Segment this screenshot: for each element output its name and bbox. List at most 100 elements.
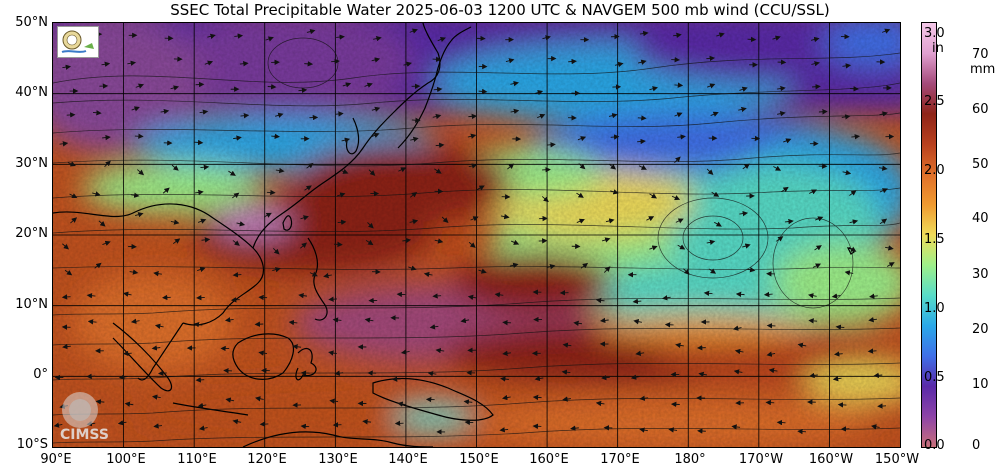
wind-arrow: [69, 193, 78, 199]
colorbar-unit-in: in: [932, 41, 944, 56]
wind-arrow: [365, 239, 374, 246]
wind-arrow: [102, 134, 111, 141]
wind-arrow: [263, 212, 272, 218]
wind-arrow: [501, 394, 511, 401]
wind-arrow: [306, 162, 314, 169]
wind-arrow: [708, 268, 717, 274]
wind-arrow: [671, 195, 681, 201]
wind-arrow: [842, 169, 852, 176]
wind-arrow: [435, 347, 445, 354]
wind-arrow: [94, 262, 102, 269]
wind-arrow: [808, 189, 817, 195]
wind-arrow: [434, 168, 442, 174]
wind-arrow: [432, 113, 442, 120]
wind-arrow: [675, 218, 684, 224]
wind-arrow: [408, 265, 417, 271]
wind-arrow: [637, 59, 647, 65]
wind-arrow: [638, 164, 647, 170]
wind-arrow: [240, 113, 250, 119]
wind-arrow: [233, 135, 242, 141]
wind-arrow: [734, 348, 744, 355]
wind-arrow: [373, 35, 382, 42]
colorbar-mm-tick: 20: [972, 322, 989, 337]
wind-arrow: [848, 246, 857, 252]
wind-arrow: [288, 319, 298, 326]
wind-arrow: [630, 374, 640, 380]
wind-arrow: [232, 192, 240, 199]
wind-arrow: [500, 213, 510, 220]
colorbar-in-tick: 0.5: [924, 370, 945, 385]
wind-arrow: [207, 33, 216, 39]
wind-arrow: [879, 218, 888, 225]
wind-arrow: [878, 165, 888, 171]
wind-arrow: [300, 242, 308, 249]
wind-arrow: [812, 84, 821, 90]
wind-arrow: [635, 350, 645, 356]
wind-arrow: [364, 82, 373, 88]
wind-arrow: [87, 319, 97, 325]
wind-arrow: [172, 238, 181, 245]
tpw-map[interactable]: [52, 22, 901, 448]
lon-label-160w: 160°W: [808, 452, 854, 467]
wind-arrow: [886, 262, 895, 268]
wind-arrow: [117, 420, 127, 426]
wind-arrow: [331, 58, 340, 65]
wind-arrow: [292, 344, 302, 350]
wind-arrow: [494, 292, 504, 298]
wind-arrow: [411, 117, 421, 123]
wind-arrow: [649, 86, 658, 92]
wind-arrow: [835, 324, 845, 330]
wind-arrow: [739, 210, 749, 217]
wind-arrow: [742, 163, 750, 170]
wind-arrow: [738, 106, 747, 113]
wind-arrow: [710, 111, 719, 117]
colorbar-in-tick: 3.0: [924, 26, 945, 41]
wind-arrow: [328, 296, 338, 302]
wind-arrow: [467, 133, 477, 139]
wind-arrow: [309, 271, 318, 277]
wind-arrow: [595, 400, 605, 407]
wind-arrow: [509, 262, 519, 269]
wind-arrow: [639, 395, 649, 401]
wind-arrow: [255, 396, 264, 402]
wind-arrow: [53, 422, 63, 428]
wind-arrow: [62, 243, 69, 250]
wind-arrow: [334, 370, 344, 376]
wind-arrow: [706, 55, 716, 62]
wind-arrow: [371, 132, 380, 138]
colorbar-in-tick: 2.0: [924, 163, 945, 178]
wind-arrow: [437, 36, 446, 43]
wind-arrow: [742, 243, 751, 249]
wind-arrow: [304, 185, 312, 191]
wind-arrow: [104, 160, 111, 168]
colorbar-unit-mm: mm: [970, 62, 996, 77]
wind-arrow: [608, 163, 617, 170]
wind-arrow: [367, 222, 374, 229]
wind-arrow: [300, 423, 310, 430]
wind-arrow: [328, 350, 337, 356]
wind-arrow: [228, 170, 236, 176]
wind-arrow: [818, 109, 828, 115]
wind-arrow: [470, 216, 479, 222]
wind-arrow: [637, 138, 646, 145]
lat-label-20n: 20°N: [15, 226, 48, 241]
wind-arrow: [371, 57, 381, 63]
wind-arrow: [706, 83, 716, 89]
lon-label-100e: 100°E: [106, 452, 146, 467]
wind-arrow: [434, 238, 444, 244]
wind-arrow: [298, 87, 308, 93]
wind-arrow: [502, 350, 511, 356]
wind-arrow: [272, 267, 281, 273]
wind-arrow: [234, 33, 244, 39]
wind-arrow: [507, 163, 515, 170]
wind-arrow: [200, 164, 210, 170]
wind-arrow: [546, 264, 556, 270]
lon-label-130e: 130°E: [318, 452, 358, 467]
map-title: SSEC Total Precipitable Water 2025-06-03…: [170, 1, 830, 19]
wind-arrow: [137, 169, 145, 176]
wind-arrow: [409, 191, 418, 198]
wind-arrow: [86, 293, 96, 299]
wind-arrow: [500, 376, 509, 382]
wind-arrow: [505, 58, 515, 64]
colorbar-in-tick: 1.5: [924, 232, 945, 247]
